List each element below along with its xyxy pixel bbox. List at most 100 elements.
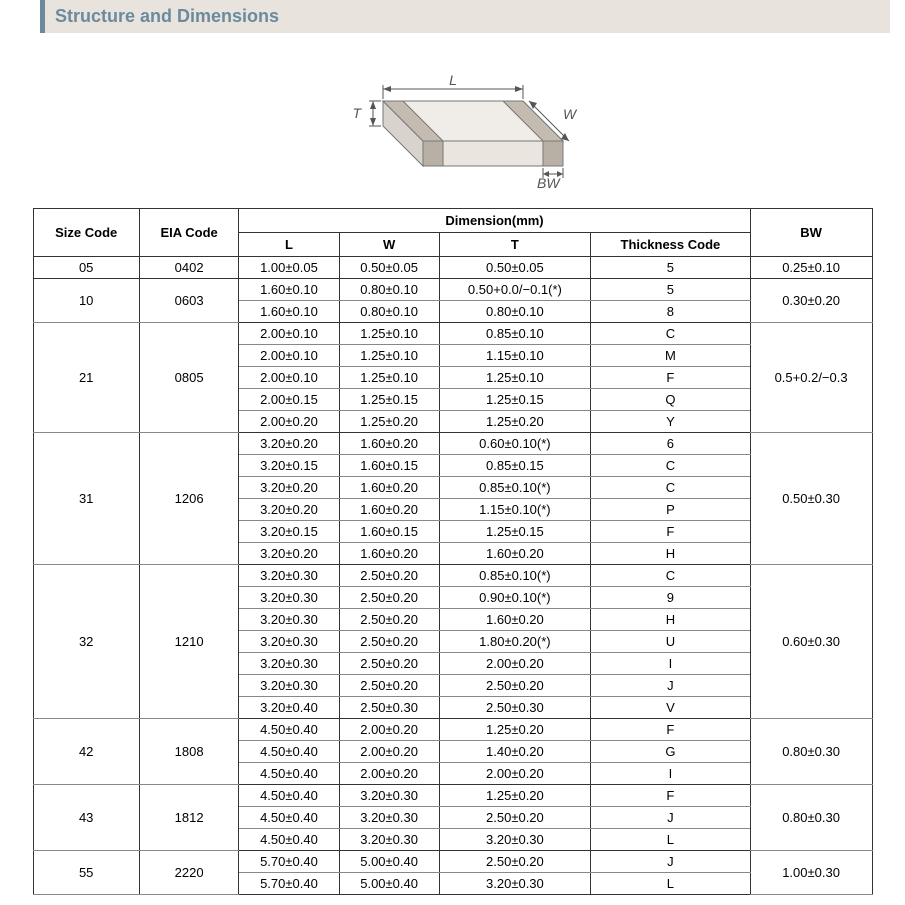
cell-T: 1.25±0.15 <box>439 389 590 411</box>
cell-L: 3.20±0.15 <box>239 455 339 477</box>
label-W: W <box>563 106 578 122</box>
th-L: L <box>239 233 339 257</box>
cell-L: 4.50±0.40 <box>239 741 339 763</box>
cell-W: 2.50±0.20 <box>339 565 439 587</box>
cell-W: 0.80±0.10 <box>339 279 439 301</box>
cell-T: 1.25±0.20 <box>439 719 590 741</box>
cell-T: 1.15±0.10(*) <box>439 499 590 521</box>
cell-T: 1.25±0.15 <box>439 521 590 543</box>
cell-W: 2.00±0.20 <box>339 763 439 785</box>
cell-tc: 9 <box>591 587 751 609</box>
cell-size: 10 <box>33 279 139 323</box>
th-thick: Thickness Code <box>591 233 751 257</box>
cell-L: 3.20±0.40 <box>239 697 339 719</box>
cell-tc: C <box>591 477 751 499</box>
cell-W: 5.00±0.40 <box>339 851 439 873</box>
cell-size: 43 <box>33 785 139 851</box>
section-title: Structure and Dimensions <box>55 6 279 26</box>
cell-tc: C <box>591 455 751 477</box>
cell-L: 3.20±0.20 <box>239 499 339 521</box>
cell-T: 0.60±0.10(*) <box>439 433 590 455</box>
cell-L: 3.20±0.30 <box>239 631 339 653</box>
cell-W: 1.60±0.20 <box>339 499 439 521</box>
cell-T: 0.85±0.10(*) <box>439 565 590 587</box>
cell-T: 0.80±0.10 <box>439 301 590 323</box>
cell-bw: 0.80±0.30 <box>750 719 872 785</box>
cell-size: 21 <box>33 323 139 433</box>
cell-T: 3.20±0.30 <box>439 829 590 851</box>
cell-tc: F <box>591 521 751 543</box>
cell-tc: 5 <box>591 257 751 279</box>
section-header: Structure and Dimensions <box>40 0 890 33</box>
cell-W: 2.00±0.20 <box>339 719 439 741</box>
cell-eia: 1808 <box>139 719 239 785</box>
cell-T: 0.85±0.10 <box>439 323 590 345</box>
cell-eia: 0603 <box>139 279 239 323</box>
cell-W: 2.50±0.20 <box>339 631 439 653</box>
cell-tc: 8 <box>591 301 751 323</box>
cell-L: 2.00±0.20 <box>239 411 339 433</box>
cell-eia: 2220 <box>139 851 239 895</box>
cell-L: 1.60±0.10 <box>239 301 339 323</box>
cell-W: 1.60±0.20 <box>339 543 439 565</box>
th-bw: BW <box>750 209 872 257</box>
cell-tc: J <box>591 675 751 697</box>
cell-T: 1.40±0.20 <box>439 741 590 763</box>
cell-tc: Q <box>591 389 751 411</box>
cell-L: 4.50±0.40 <box>239 807 339 829</box>
cell-L: 3.20±0.15 <box>239 521 339 543</box>
cell-tc: M <box>591 345 751 367</box>
cell-L: 3.20±0.30 <box>239 565 339 587</box>
table-row: 1006031.60±0.100.80±0.100.50+0.0/−0.1(*)… <box>33 279 872 301</box>
table-row: 0504021.00±0.050.50±0.050.50±0.0550.25±0… <box>33 257 872 279</box>
cell-L: 3.20±0.30 <box>239 609 339 631</box>
cell-W: 2.50±0.20 <box>339 587 439 609</box>
th-eia: EIA Code <box>139 209 239 257</box>
cell-L: 3.20±0.30 <box>239 587 339 609</box>
component-diagram: L W T BW <box>0 41 905 196</box>
cell-tc: U <box>591 631 751 653</box>
cell-bw: 0.25±0.10 <box>750 257 872 279</box>
cell-W: 1.25±0.10 <box>339 323 439 345</box>
cell-tc: H <box>591 609 751 631</box>
cell-eia: 1210 <box>139 565 239 719</box>
cell-T: 0.50±0.05 <box>439 257 590 279</box>
cell-size: 31 <box>33 433 139 565</box>
cell-tc: I <box>591 653 751 675</box>
cell-W: 2.50±0.20 <box>339 675 439 697</box>
cell-T: 2.50±0.20 <box>439 675 590 697</box>
cell-bw: 0.60±0.30 <box>750 565 872 719</box>
cell-W: 3.20±0.30 <box>339 829 439 851</box>
cell-L: 3.20±0.30 <box>239 675 339 697</box>
cell-eia: 0402 <box>139 257 239 279</box>
cell-W: 2.50±0.30 <box>339 697 439 719</box>
cell-T: 3.20±0.30 <box>439 873 590 895</box>
cell-tc: H <box>591 543 751 565</box>
cell-tc: I <box>591 763 751 785</box>
cell-W: 5.00±0.40 <box>339 873 439 895</box>
cell-T: 0.90±0.10(*) <box>439 587 590 609</box>
th-size: Size Code <box>33 209 139 257</box>
cell-size: 55 <box>33 851 139 895</box>
cell-W: 2.50±0.20 <box>339 653 439 675</box>
cell-tc: L <box>591 829 751 851</box>
cell-size: 42 <box>33 719 139 785</box>
table-row: 3212103.20±0.302.50±0.200.85±0.10(*)C0.6… <box>33 565 872 587</box>
cell-bw: 1.00±0.30 <box>750 851 872 895</box>
th-dimension: Dimension(mm) <box>239 209 750 233</box>
cell-L: 3.20±0.20 <box>239 433 339 455</box>
cell-W: 2.00±0.20 <box>339 741 439 763</box>
cell-tc: L <box>591 873 751 895</box>
cell-W: 1.25±0.15 <box>339 389 439 411</box>
cell-T: 2.00±0.20 <box>439 763 590 785</box>
cell-T: 1.15±0.10 <box>439 345 590 367</box>
cell-W: 2.50±0.20 <box>339 609 439 631</box>
cell-size: 32 <box>33 565 139 719</box>
cell-W: 1.60±0.15 <box>339 521 439 543</box>
cell-T: 0.50+0.0/−0.1(*) <box>439 279 590 301</box>
cell-L: 3.20±0.20 <box>239 543 339 565</box>
cell-W: 3.20±0.30 <box>339 807 439 829</box>
cell-bw: 0.50±0.30 <box>750 433 872 565</box>
cell-tc: Y <box>591 411 751 433</box>
cell-size: 05 <box>33 257 139 279</box>
